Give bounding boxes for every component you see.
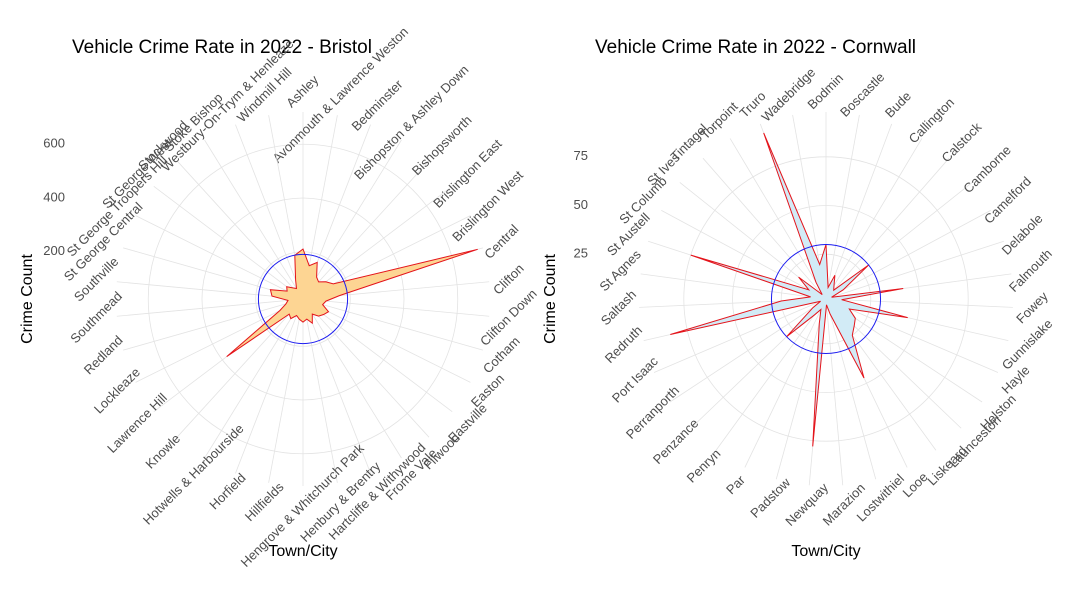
grid-spoke <box>302 298 483 351</box>
category-label: Boscastle <box>837 69 887 119</box>
category-label: Penzance <box>650 416 701 467</box>
y-axis-title: Crime Count <box>19 254 36 344</box>
category-label: Torpoint <box>697 99 741 143</box>
y-tick-label: 75 <box>574 148 588 163</box>
data-area <box>670 132 908 447</box>
grid-spoke <box>176 160 304 300</box>
category-label: Looe <box>900 469 931 500</box>
category-label: St George Troopers Hill <box>64 153 171 260</box>
grid-spoke <box>116 298 304 317</box>
grid-spoke <box>715 298 827 451</box>
y-tick-label: 50 <box>574 197 588 212</box>
grid-spoke <box>825 298 999 373</box>
grid-spoke <box>302 185 453 300</box>
grid-spoke <box>153 185 304 300</box>
grid-spoke <box>302 298 453 413</box>
category-label: Lostwithiel <box>854 471 908 525</box>
grid-spoke <box>825 138 923 300</box>
category-label: St Agnes <box>596 246 644 294</box>
grid-spoke <box>268 298 304 483</box>
grid-spoke <box>825 298 877 480</box>
grid-spoke <box>729 138 827 300</box>
grid-spoke <box>204 139 304 300</box>
grid-spoke <box>825 298 844 486</box>
grid-spoke <box>302 298 371 474</box>
category-label: Gunnislake <box>999 316 1056 373</box>
category-label: Camborne <box>960 142 1014 196</box>
grid-spoke <box>825 114 860 300</box>
grid-spoke <box>661 210 827 300</box>
grid-spoke <box>302 160 430 300</box>
grid-spoke <box>302 298 490 317</box>
grid-spoke <box>204 298 304 459</box>
grid-spoke <box>135 215 304 300</box>
grid-spoke <box>702 157 827 300</box>
grid-spoke <box>302 298 471 383</box>
category-label: Bude <box>882 88 914 120</box>
grid-spoke <box>176 298 304 438</box>
mean-line <box>257 253 349 345</box>
chart-title: Vehicle Crime Rate in 2022 - Cornwall <box>595 37 916 58</box>
category-label: Wadebridge <box>758 65 818 125</box>
category-label: Knowle <box>142 431 183 472</box>
x-axis-title: Town/City <box>268 543 337 560</box>
grid-spoke <box>235 298 304 474</box>
grid-spoke <box>302 298 402 459</box>
grid-spoke <box>775 298 827 480</box>
category-label: Clifton <box>490 261 527 298</box>
category-label: Liskeard <box>924 443 969 488</box>
category-label: Calstock <box>939 119 985 165</box>
grid-spoke <box>744 298 827 468</box>
grid-spoke <box>825 157 950 300</box>
grid-spoke <box>123 298 304 351</box>
grid-spoke <box>653 298 827 373</box>
grid-spoke <box>825 123 893 300</box>
panel: Vehicle Crime Rate in 2022 - Bristol Crim… <box>19 24 540 570</box>
category-label: Callington <box>906 95 957 146</box>
category-label: Horfield <box>206 470 248 512</box>
category-label: Saltash <box>598 287 639 328</box>
grid-spoke <box>825 298 1013 308</box>
y-tick-label: 200 <box>43 243 65 258</box>
category-label: Lockleaze <box>91 365 143 417</box>
category-label: Par <box>723 472 748 497</box>
category-label: Hotwells & Harbourside <box>140 421 247 528</box>
category-label: Penryn <box>684 446 724 486</box>
grid-spoke <box>235 124 304 300</box>
y-tick-label: 25 <box>574 246 588 261</box>
mean-line <box>770 243 882 355</box>
y-tick-label: 600 <box>43 136 65 151</box>
category-label: Easton <box>468 371 507 410</box>
grid-spoke <box>669 298 827 403</box>
grid-spoke <box>640 273 827 300</box>
category-label: Redland <box>81 332 126 377</box>
data-area <box>226 248 478 358</box>
category-label: Redruth <box>602 323 645 366</box>
y-axis-title: Crime Count <box>542 254 559 344</box>
grid-spoke <box>825 210 991 300</box>
grid-spoke <box>135 298 304 383</box>
chart-title: Vehicle Crime Rate in 2022 - Bristol <box>72 37 372 58</box>
grid-spoke <box>302 139 402 300</box>
grid-spoke <box>302 298 338 483</box>
grid-spoke <box>302 298 430 438</box>
y-tick-label: 400 <box>43 189 65 204</box>
grid-spoke <box>825 240 1004 300</box>
panel: Vehicle Crime Rate in 2022 - Cornwall Cri… <box>542 37 1055 560</box>
x-axis-title: Town/City <box>791 543 860 560</box>
category-label: Central <box>481 221 521 261</box>
